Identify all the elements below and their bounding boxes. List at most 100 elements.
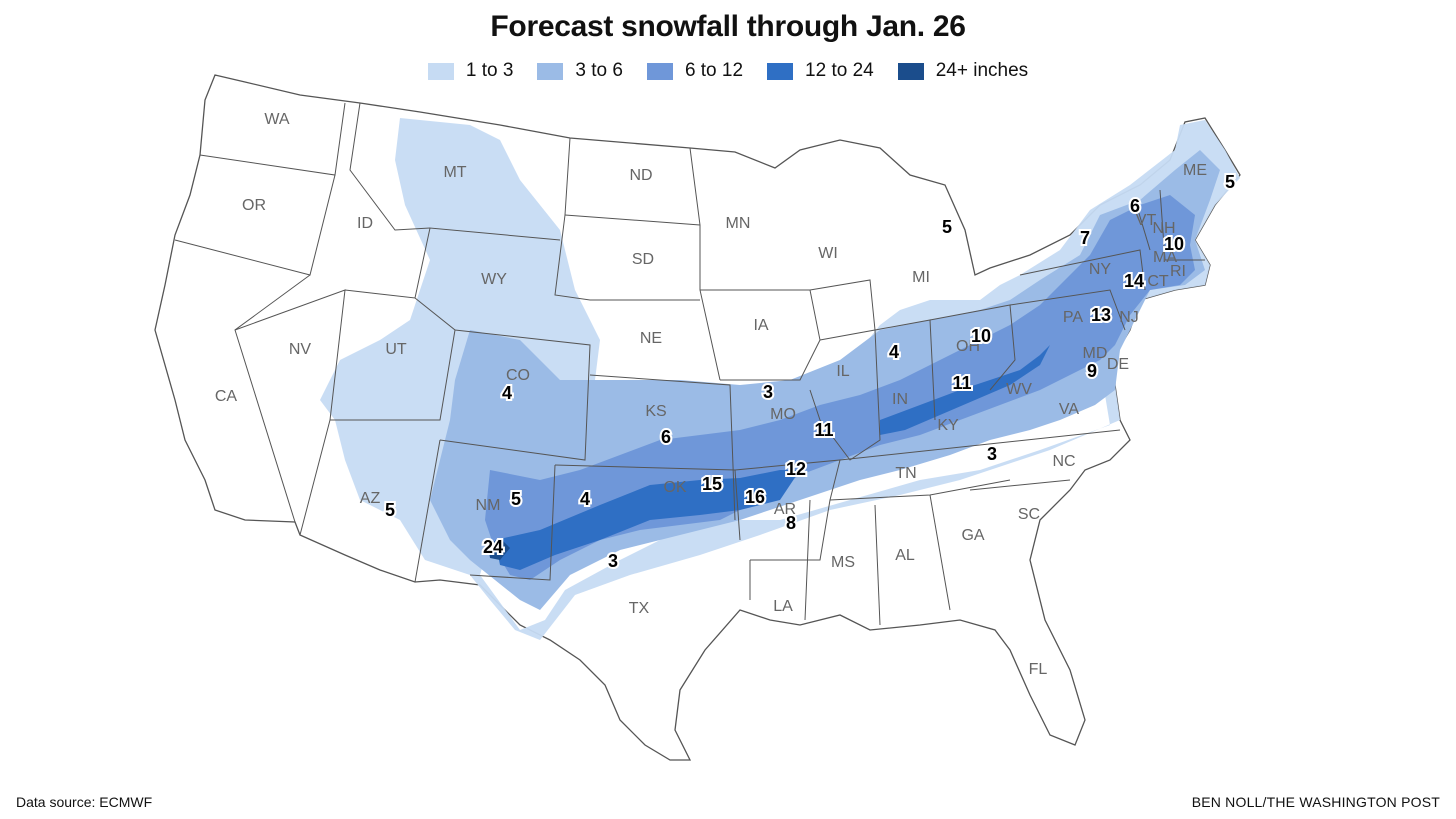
state-border	[469, 464, 556, 581]
state-label-al: AL	[895, 547, 915, 564]
snow-total-label: 11	[952, 373, 971, 393]
state-label-fl: FL	[1029, 661, 1048, 678]
state-label-az: AZ	[360, 490, 381, 507]
state-label-wv: WV	[1006, 381, 1032, 398]
state-label-mt: MT	[443, 164, 466, 181]
state-label-wa: WA	[264, 111, 290, 128]
snow-total-label: 12	[786, 459, 806, 479]
state-label-id: ID	[357, 215, 373, 232]
state-border	[564, 214, 701, 226]
state-label-in: IN	[892, 391, 908, 408]
legend-label: 1 to 3	[465, 60, 514, 81]
state-border	[809, 329, 881, 461]
state-label-mi: MI	[912, 269, 930, 286]
state-border	[349, 102, 431, 231]
snowfall-totals: 5 4 5 4 24 6 3 15 16 8 12 11 3 4 11 10 3 9 13 14 7 6 10 5 5	[383, 170, 1237, 573]
state-label-va: VA	[1059, 401, 1079, 418]
data-source: Data source: ECMWF	[16, 794, 153, 810]
legend-item-24-plus: 24+ inches	[897, 60, 1029, 82]
state-label-ri: RI	[1170, 263, 1186, 280]
state-label-sc: SC	[1018, 506, 1040, 523]
state-border	[1159, 189, 1205, 261]
legend-swatch	[427, 62, 454, 80]
state-label-nc: NC	[1052, 453, 1075, 470]
state-border	[874, 504, 881, 626]
state-label-vt: VT	[1136, 212, 1157, 229]
legend-label: 6 to 12	[684, 60, 744, 81]
state-border	[439, 329, 591, 461]
legend-label: 3 to 6	[575, 60, 623, 81]
snow-total-label: 4	[889, 342, 899, 362]
state-border	[804, 499, 811, 621]
state-border	[414, 439, 441, 583]
state-border	[589, 374, 736, 521]
state-labels: WA OR CA ID NV MT WY UT AZ CO NM ND SD NE KS OK TX MN IA MO…	[215, 111, 1207, 678]
legend-swatch	[897, 62, 924, 80]
state-label-ky: KY	[937, 417, 959, 434]
state-border	[1009, 289, 1126, 331]
snow-total-label: 16	[745, 487, 765, 507]
state-border	[689, 147, 721, 381]
credit-line: BEN NOLL/THE WASHINGTON POST	[1191, 794, 1440, 810]
snow-total-label: 13	[1091, 305, 1111, 325]
state-label-wy: WY	[481, 271, 507, 288]
state-label-nj: NJ	[1119, 309, 1139, 326]
band-1-3-west	[320, 118, 1240, 640]
state-label-co: CO	[506, 367, 530, 384]
snow-total-label: 3	[987, 444, 997, 464]
snow-total-label: 14	[1124, 271, 1144, 291]
state-label-nh: NH	[1152, 220, 1175, 237]
legend-item-3-6: 3 to 6	[537, 60, 623, 82]
map-title: Forecast snowfall through Jan. 26	[490, 10, 966, 43]
state-border	[299, 297, 456, 536]
band-24-plus	[488, 538, 510, 560]
state-border	[344, 227, 561, 299]
state-label-or: OR	[242, 197, 266, 214]
legend-item-12-24: 12 to 24	[767, 60, 874, 82]
snow-total-label: 10	[1164, 234, 1184, 254]
snow-total-label: 24	[483, 537, 503, 557]
band-12-24-east	[880, 345, 1050, 435]
state-label-ct: CT	[1147, 273, 1169, 290]
snow-total-label: 10	[971, 326, 991, 346]
snow-total-label: 15	[702, 474, 722, 494]
legend-label: 24+ inches	[935, 60, 1029, 81]
legend-item-6-12: 6 to 12	[646, 60, 744, 82]
snow-total-label: 3	[608, 551, 618, 571]
state-label-md: MD	[1083, 345, 1108, 362]
state-border	[809, 279, 876, 331]
legend-swatch	[537, 62, 564, 80]
snow-total-label: 6	[1130, 196, 1140, 216]
state-label-sd: SD	[632, 251, 654, 268]
state-border	[1019, 249, 1146, 291]
snow-total-label: 7	[1080, 228, 1090, 248]
state-label-de: DE	[1107, 356, 1129, 373]
state-border	[554, 137, 700, 301]
state-label-ar: AR	[774, 501, 796, 518]
state-borders	[174, 102, 1205, 626]
state-label-ga: GA	[961, 527, 984, 544]
legend-label: 12 to 24	[805, 60, 874, 81]
state-label-ca: CA	[215, 388, 238, 405]
legend-swatch	[767, 62, 794, 80]
snow-total-label: 6	[661, 427, 671, 447]
snow-total-label: 5	[1225, 172, 1235, 192]
snow-total-label: 11	[814, 420, 833, 440]
state-label-ma: MA	[1153, 249, 1177, 266]
snow-total-label: 4	[580, 489, 590, 509]
snow-total-label: 4	[502, 383, 512, 403]
state-label-wi: WI	[818, 245, 838, 262]
snow-total-label: 3	[763, 382, 773, 402]
state-label-mo: MO	[770, 406, 796, 423]
state-label-ks: KS	[645, 403, 666, 420]
snow-total-label: 5	[385, 500, 395, 520]
snow-total-label: 5	[511, 489, 521, 509]
state-border	[929, 494, 951, 611]
band-12-24	[495, 470, 800, 570]
state-label-oh: OH	[956, 338, 980, 355]
state-label-me: ME	[1183, 162, 1207, 179]
state-label-pa: PA	[1063, 309, 1083, 326]
legend-swatch	[646, 62, 673, 80]
state-label-tn: TN	[895, 465, 916, 482]
